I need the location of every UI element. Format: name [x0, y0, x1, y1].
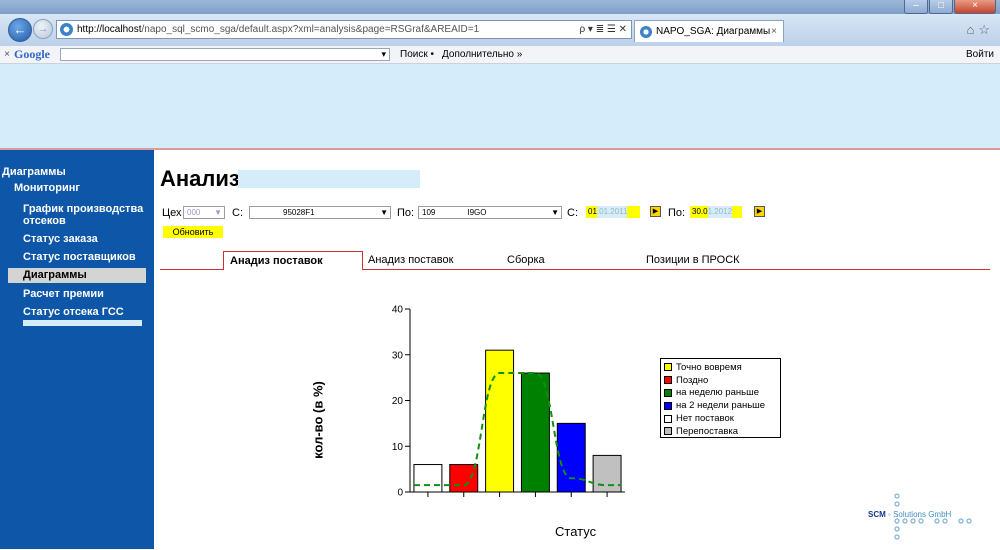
google-login-link[interactable]: Войти: [966, 49, 994, 60]
legend-label: Поздно: [676, 374, 709, 386]
legend-label: Нет поставок: [676, 413, 734, 425]
close-window-button[interactable]: ×: [954, 0, 996, 14]
sidebar-item-diagrams-header[interactable]: Диаграммы: [2, 166, 66, 178]
bar-2: [485, 349, 515, 493]
home-favorites-icons[interactable]: ⌂☆: [966, 22, 994, 37]
tab-close-icon[interactable]: ×: [771, 26, 777, 37]
tab-underline: [160, 269, 990, 270]
tab-delivery-analysis-active[interactable]: Анадиз поставок: [223, 251, 363, 270]
date-from-label: С:: [567, 207, 578, 219]
legend-item: Нет поставок: [664, 412, 780, 425]
bar-4: [556, 422, 586, 493]
chart-x-axis-label: Статус: [555, 524, 597, 539]
from-select[interactable]: 95028F1 ▼: [249, 206, 391, 219]
y-tick-label: 40: [392, 305, 404, 316]
sidebar-item-gss-compartment-status[interactable]: Статус отсека ГСС: [23, 306, 124, 318]
title-highlight-box: [238, 170, 420, 188]
sidebar-item-order-status[interactable]: Статус заказа: [23, 233, 98, 245]
legend-swatch: [664, 414, 672, 423]
date-from-input[interactable]: 01.01.2011: [586, 206, 640, 218]
google-logo: Google: [14, 47, 50, 61]
google-more-link[interactable]: Дополнительно »: [442, 49, 523, 60]
legend-label: Перепоставка: [676, 425, 739, 437]
legend-swatch: [664, 427, 672, 436]
tab-title: NAPO_SGA: Диаграммы: [656, 26, 771, 37]
window-controls: – □ ×: [904, 0, 996, 14]
chevron-down-icon: ▼: [551, 208, 559, 217]
y-tick-label: 20: [392, 396, 404, 407]
sidebar: [0, 150, 154, 549]
legend-swatch: [664, 388, 672, 397]
sidebar-item-diagrams[interactable]: Диаграммы: [23, 269, 87, 281]
ceh-label: Цех: [162, 207, 182, 219]
to-select[interactable]: 109 I9GO ▼: [418, 206, 562, 219]
tab-prosk-positions[interactable]: Позиции в ПРОСК: [646, 254, 740, 266]
page-banner: [0, 64, 1000, 148]
legend-label: Точно вовремя: [676, 361, 742, 373]
sidebar-item-monitoring[interactable]: Мониторинг: [14, 182, 80, 194]
banner-divider: [0, 148, 1000, 150]
google-search-button[interactable]: Поиск •: [400, 49, 434, 60]
legend-item: на 2 недели раньше: [664, 399, 780, 412]
ceh-select[interactable]: 000 ▼: [183, 206, 225, 219]
bar-0: [413, 464, 443, 493]
sidebar-item-bonus-calc[interactable]: Расчет премии: [23, 288, 104, 300]
y-tick-label: 10: [392, 442, 404, 453]
toolbar-close-icon[interactable]: ×: [4, 49, 10, 60]
tab-assembly[interactable]: Сборка: [507, 254, 545, 266]
address-bar[interactable]: http://localhost/napo_sql_scmo_sga/defau…: [56, 20, 632, 39]
legend-label: на неделю раньше: [676, 387, 759, 399]
tab-delivery-analysis[interactable]: Анадиз поставок: [368, 254, 454, 266]
chevron-down-icon: ▼: [214, 208, 222, 217]
scm-logo-dots: [894, 493, 972, 540]
minimize-button[interactable]: –: [904, 0, 928, 14]
back-button[interactable]: ←: [8, 18, 32, 42]
browser-tab[interactable]: NAPO_SGA: Диаграммы ×: [634, 20, 784, 42]
maximize-button[interactable]: □: [929, 0, 953, 14]
google-search-input[interactable]: ▾: [60, 48, 390, 61]
sidebar-item-production-schedule[interactable]: График производства: [23, 203, 144, 215]
legend-label: на 2 недели раньше: [676, 400, 766, 412]
y-tick-label: 0: [397, 488, 403, 499]
trend-line: [413, 372, 622, 487]
page-title: Анализ: [160, 166, 240, 191]
google-toolbar: × Google ▾ Поиск • Дополнительно » Войти: [0, 46, 1000, 64]
legend-item: Перепоставка: [664, 425, 780, 438]
sidebar-selected-highlight: [8, 268, 146, 283]
to-label: По:: [397, 207, 415, 219]
from-label: С:: [232, 207, 243, 219]
scm-logo-text: SCM ◦ Solutions GmbH: [868, 510, 952, 519]
bar-1: [449, 464, 479, 493]
legend-item: Поздно: [664, 374, 780, 387]
ie-page-icon: [60, 23, 73, 36]
delivery-status-chart: 0 10 20 30 40: [392, 305, 625, 499]
date-to-input[interactable]: 30.01.2012: [690, 206, 742, 218]
window-titlebar: [0, 0, 1000, 14]
date-to-label: По:: [668, 207, 686, 219]
legend-item: Точно вовремя: [664, 361, 780, 374]
sidebar-highlight-bar: [23, 320, 142, 326]
y-tick-label: 30: [392, 350, 404, 361]
sidebar-item-production-schedule-line2[interactable]: отсеков: [23, 215, 66, 227]
legend-swatch: [664, 376, 672, 385]
ie-tab-icon: [640, 25, 652, 38]
calendar-icon[interactable]: ▶: [754, 206, 765, 217]
refresh-button[interactable]: Обновить: [163, 226, 223, 238]
chevron-down-icon: ▼: [380, 208, 388, 217]
chart-legend: Точно вовремя Поздно на неделю раньше на 2 …: [660, 358, 781, 438]
chart-y-axis-label: кол-во (в %): [310, 381, 326, 459]
legend-swatch: [664, 401, 672, 410]
legend-item: на неделю раньше: [664, 387, 780, 400]
forward-button[interactable]: →: [33, 19, 53, 39]
calendar-icon[interactable]: ▶: [650, 206, 661, 217]
address-url[interactable]: http://localhost/napo_sql_scmo_sga/defau…: [77, 24, 480, 35]
sidebar-item-supplier-status[interactable]: Статус поставщиков: [23, 251, 136, 263]
bar-3: [520, 372, 550, 493]
bar-5: [592, 454, 622, 493]
legend-swatch: [664, 363, 672, 372]
address-tools-icons[interactable]: ρ ▾ ≣ ☰ ✕: [579, 24, 627, 35]
